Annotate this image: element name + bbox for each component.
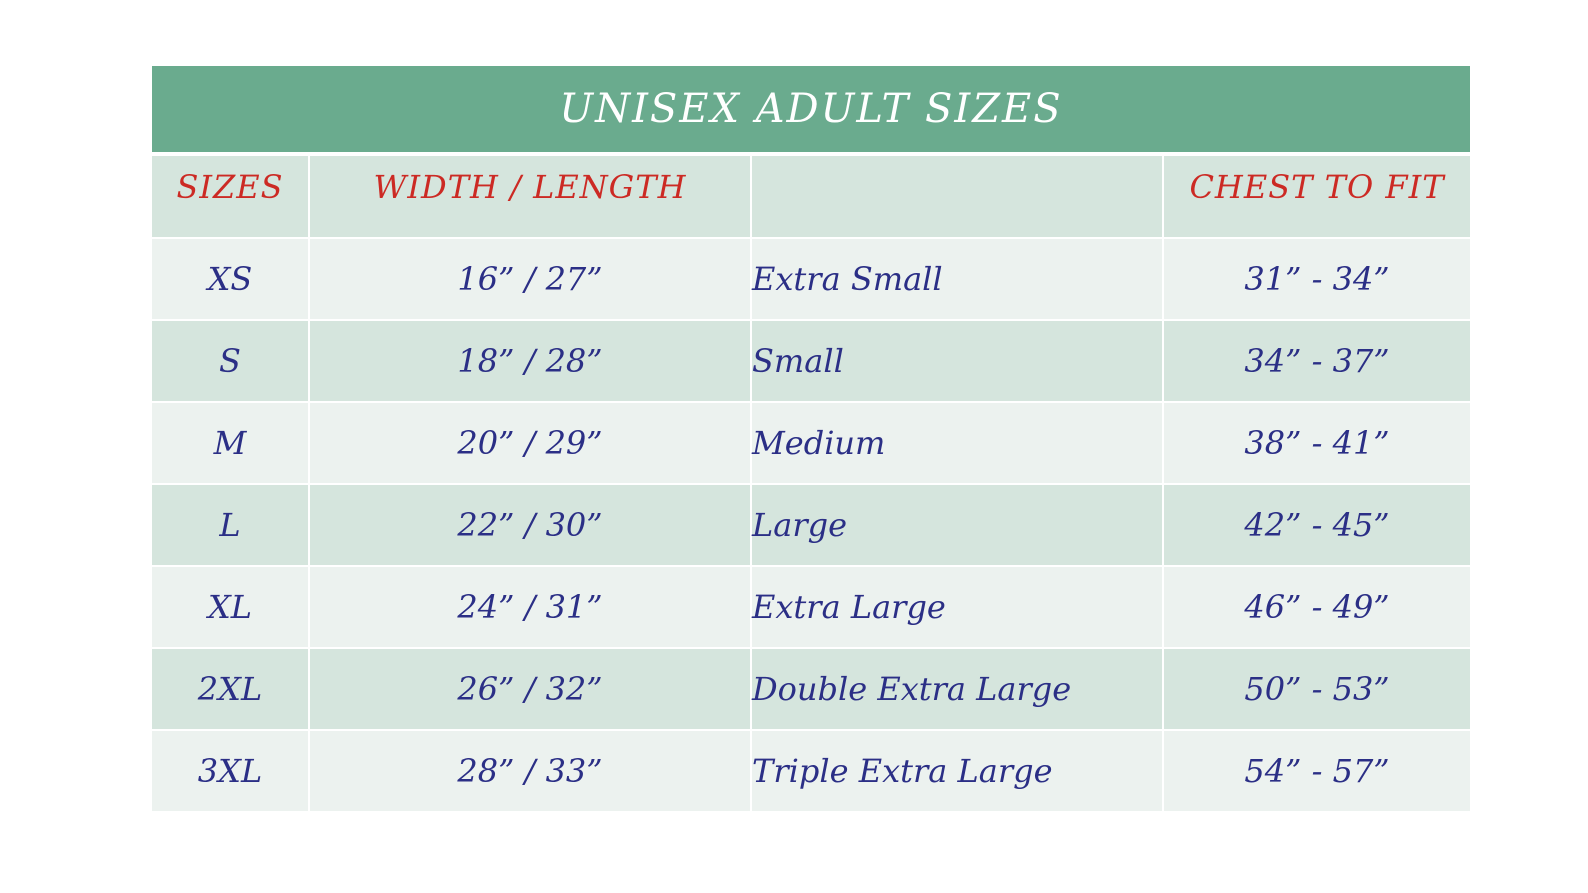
table-row: S 18” / 28” Small 34” - 37” (152, 320, 1470, 403)
table-row: 2XL 26” / 32” Double Extra Large 50” - 5… (152, 648, 1470, 731)
cell-size-name: Triple Extra Large (751, 730, 1164, 813)
header-width-length: WIDTH / LENGTH (309, 156, 752, 239)
table-row: XL 24” / 31” Extra Large 46” - 49” (152, 566, 1470, 649)
table-row: 3XL 28” / 33” Triple Extra Large 54” - 5… (152, 730, 1470, 813)
header-chest: CHEST TO FIT (1163, 156, 1470, 239)
cell-size: XL (152, 566, 310, 649)
cell-chest: 50” - 53” (1163, 648, 1470, 731)
table-row: M 20” / 29” Medium 38” - 41” (152, 402, 1470, 485)
cell-size-name: Large (751, 484, 1164, 567)
cell-width-length: 28” / 33” (309, 730, 752, 813)
cell-size: M (152, 402, 310, 485)
cell-width-length: 22” / 30” (309, 484, 752, 567)
table-row: L 22” / 30” Large 42” - 45” (152, 484, 1470, 567)
cell-width-length: 18” / 28” (309, 320, 752, 403)
cell-chest: 46” - 49” (1163, 566, 1470, 649)
cell-size: S (152, 320, 310, 403)
title-gap (152, 152, 1470, 156)
chart-title: UNISEX ADULT SIZES (559, 86, 1063, 132)
size-chart: UNISEX ADULT SIZES SIZES WIDTH / LENGTH … (152, 66, 1470, 813)
table-row: XS 16” / 27” Extra Small 31” - 34” (152, 238, 1470, 321)
cell-size-name: Small (751, 320, 1164, 403)
cell-chest: 54” - 57” (1163, 730, 1470, 813)
cell-size: 3XL (152, 730, 310, 813)
cell-chest: 38” - 41” (1163, 402, 1470, 485)
cell-chest: 31” - 34” (1163, 238, 1470, 321)
cell-size-name: Double Extra Large (751, 648, 1164, 731)
title-bar: UNISEX ADULT SIZES (152, 66, 1470, 152)
cell-width-length: 26” / 32” (309, 648, 752, 731)
cell-chest: 42” - 45” (1163, 484, 1470, 567)
cell-size: XS (152, 238, 310, 321)
cell-width-length: 24” / 31” (309, 566, 752, 649)
header-sizes: SIZES (152, 156, 310, 239)
header-name (751, 156, 1164, 239)
header-row: SIZES WIDTH / LENGTH CHEST TO FIT (152, 156, 1470, 239)
cell-size: L (152, 484, 310, 567)
cell-width-length: 20” / 29” (309, 402, 752, 485)
cell-size: 2XL (152, 648, 310, 731)
cell-size-name: Extra Large (751, 566, 1164, 649)
cell-chest: 34” - 37” (1163, 320, 1470, 403)
cell-width-length: 16” / 27” (309, 238, 752, 321)
cell-size-name: Extra Small (751, 238, 1164, 321)
size-table: SIZES WIDTH / LENGTH CHEST TO FIT XS 16”… (152, 156, 1470, 813)
cell-size-name: Medium (751, 402, 1164, 485)
